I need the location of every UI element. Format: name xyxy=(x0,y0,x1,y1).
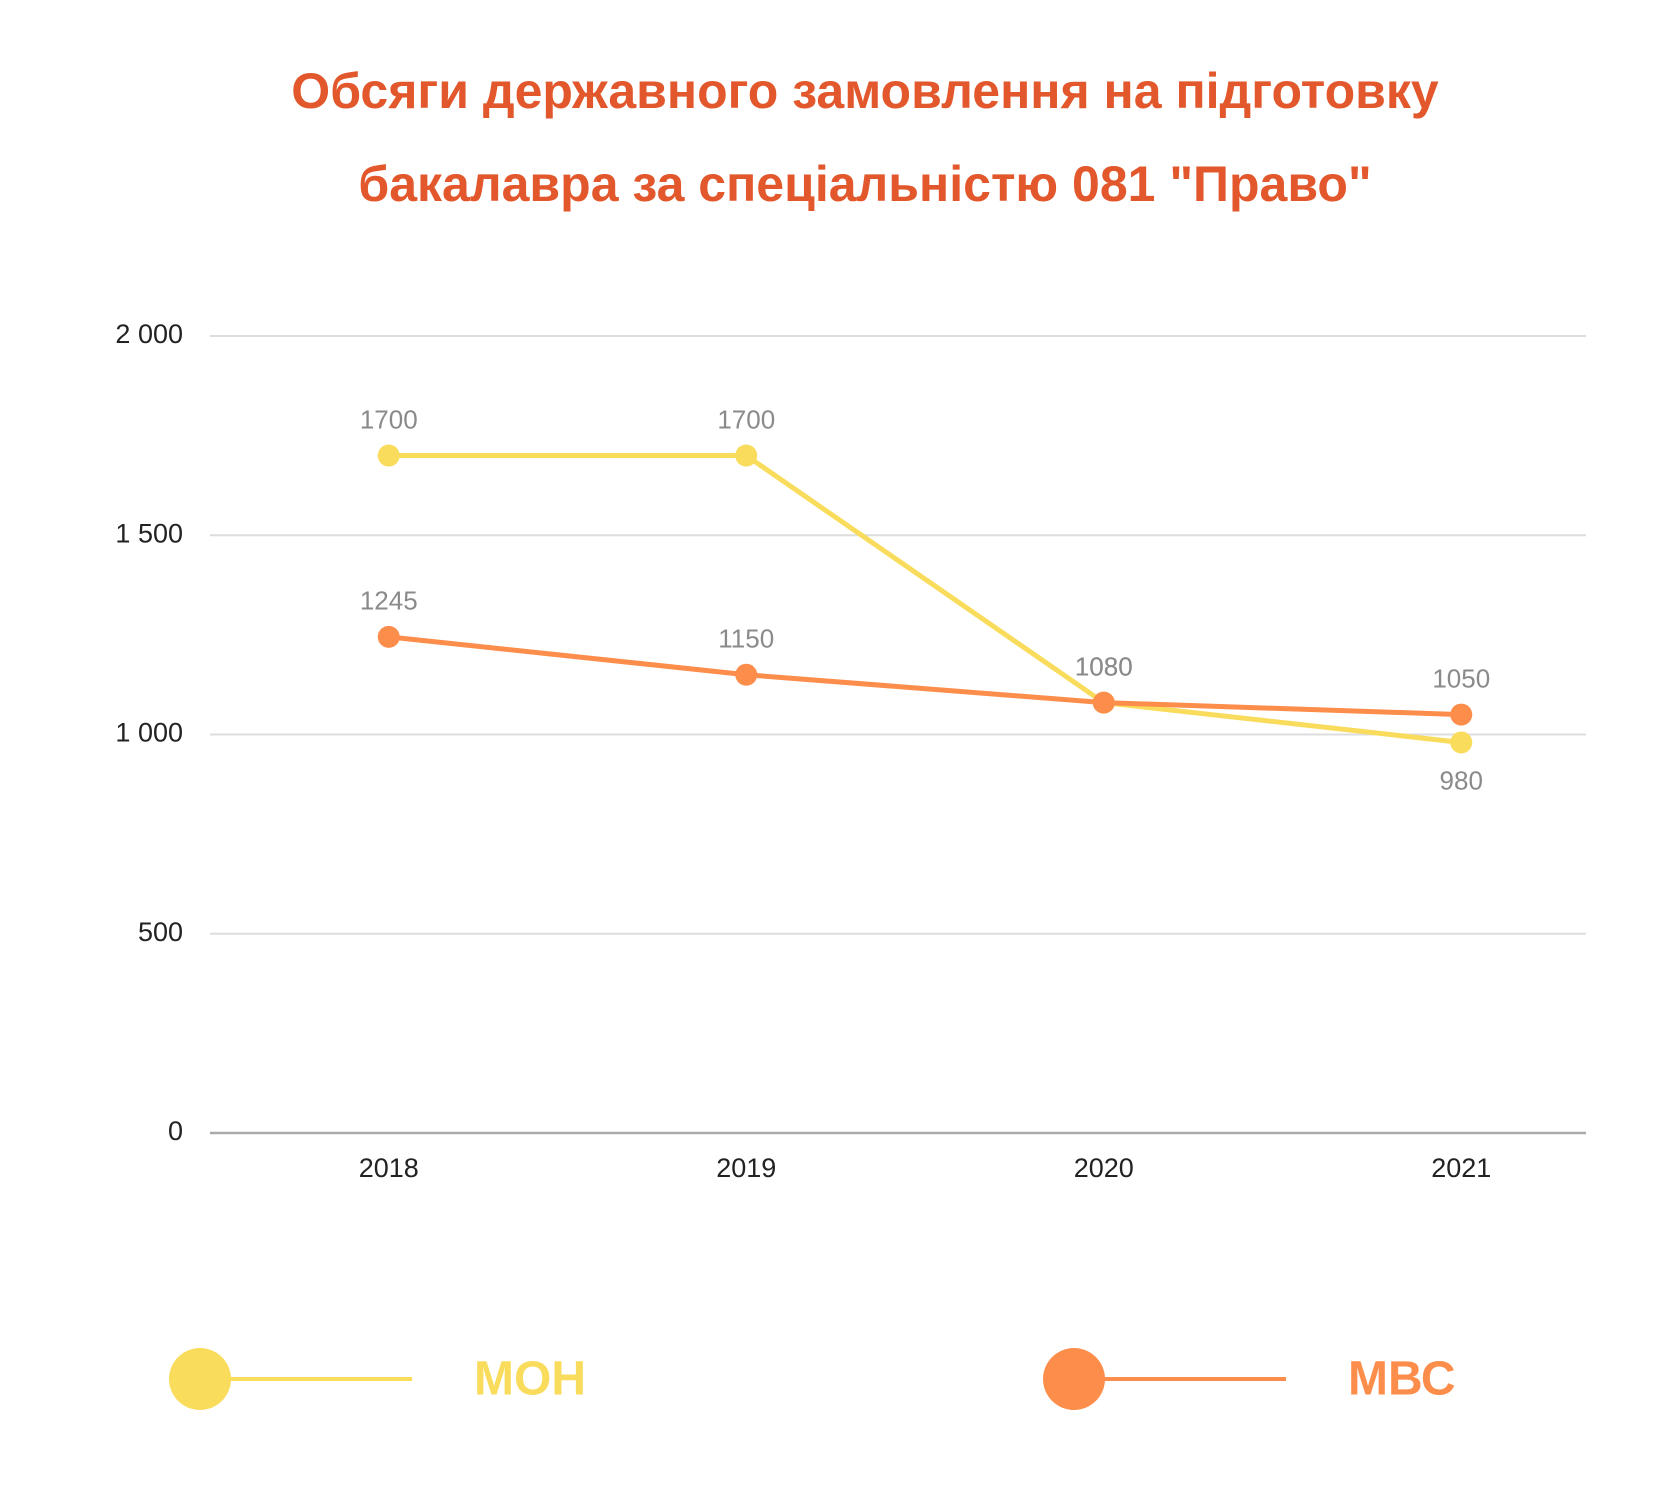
y-tick-label: 1 000 xyxy=(115,718,183,748)
legend-label: МОН xyxy=(474,1353,586,1406)
series-line xyxy=(388,453,1462,745)
series-line xyxy=(388,634,1462,718)
data-label: 980 xyxy=(1440,765,1483,795)
data-point xyxy=(1450,731,1473,754)
x-tick-label: 2020 xyxy=(1074,1153,1134,1183)
data-point xyxy=(377,444,400,467)
data-point xyxy=(1450,703,1473,726)
data-label: 1080 xyxy=(1075,651,1133,681)
x-tick-label: 2021 xyxy=(1431,1153,1491,1183)
y-tick-label: 1 500 xyxy=(115,518,183,548)
chart-title: Обсяги державного замовлення на підготов… xyxy=(291,63,1439,119)
x-tick-label: 2019 xyxy=(716,1153,776,1183)
y-tick-label: 0 xyxy=(168,1116,183,1146)
chart-title: бакалавра за спеціальністю 081 "Право" xyxy=(358,156,1371,212)
data-label: 1245 xyxy=(360,586,418,616)
data-label: 1700 xyxy=(360,404,418,434)
legend-marker xyxy=(169,1348,231,1410)
data-point xyxy=(735,663,758,686)
data-label: 1150 xyxy=(718,624,774,654)
data-label: 1050 xyxy=(1432,663,1490,693)
data-point xyxy=(735,444,758,467)
data-point xyxy=(1092,691,1115,714)
legend-marker xyxy=(1043,1348,1105,1410)
data-label: 1700 xyxy=(717,404,775,434)
data-label: 1080 xyxy=(1075,651,1133,681)
data-point xyxy=(377,625,400,648)
y-tick-label: 500 xyxy=(138,917,183,947)
y-tick-label: 2 000 xyxy=(115,319,183,349)
x-tick-label: 2018 xyxy=(359,1153,419,1183)
legend-label: МВС xyxy=(1348,1353,1455,1406)
